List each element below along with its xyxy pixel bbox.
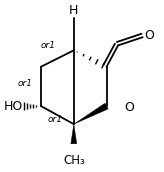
Text: HO: HO (3, 100, 22, 113)
Text: O: O (144, 29, 154, 42)
Polygon shape (71, 124, 77, 144)
Polygon shape (74, 103, 108, 124)
Text: CH₃: CH₃ (63, 154, 85, 167)
Text: or1: or1 (41, 41, 56, 50)
Text: or1: or1 (18, 79, 33, 88)
Text: or1: or1 (47, 115, 62, 124)
Text: O: O (125, 101, 134, 114)
Text: H: H (69, 4, 79, 17)
